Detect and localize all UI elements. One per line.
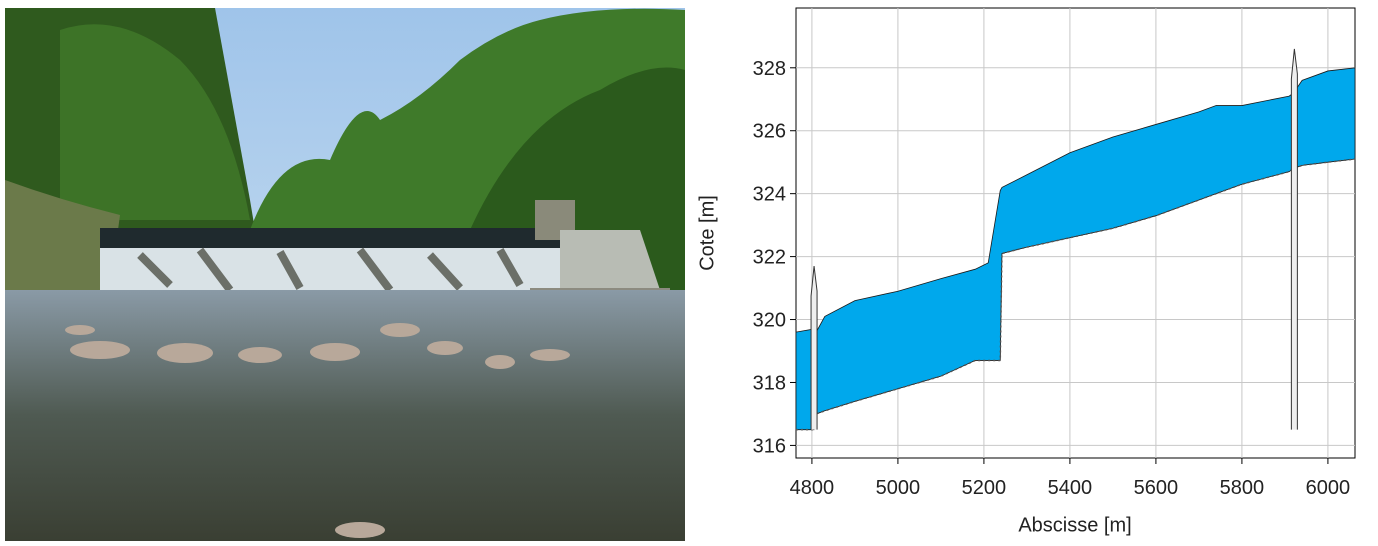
y-tick-label: 318 <box>753 372 786 394</box>
y-tick-label: 328 <box>753 58 786 80</box>
x-axis-label: Abscisse [m] <box>1018 514 1131 536</box>
x-tick-label: 6000 <box>1306 477 1351 499</box>
trees-left-light <box>60 24 250 221</box>
x-tick-label: 5600 <box>1134 477 1179 499</box>
weir-crest <box>100 228 560 248</box>
x-tick-label: 5000 <box>876 477 921 499</box>
y-tick-label: 320 <box>753 310 786 332</box>
y-tick-label: 326 <box>753 121 786 143</box>
x-tick-label: 4800 <box>790 477 835 499</box>
y-axis-label: Cote [m] <box>696 195 718 271</box>
x-tick-label: 5800 <box>1220 477 1265 499</box>
weir-rocks <box>137 247 524 293</box>
x-tick-label: 5400 <box>1048 477 1093 499</box>
y-tick-label: 316 <box>753 435 786 457</box>
y-tick-label: 322 <box>753 247 786 269</box>
weir <box>810 265 818 430</box>
x-tick-label: 5200 <box>962 477 1007 499</box>
y-tick-label: 324 <box>753 184 786 206</box>
water <box>5 290 685 541</box>
fish-pass <box>560 230 660 290</box>
stones <box>65 323 570 538</box>
chart: 4800 5000 5200 5400 5600 5800 6000 316 318 320 322… <box>753 8 1356 499</box>
photo <box>5 8 685 541</box>
bank-left <box>5 180 120 300</box>
weir <box>1290 48 1298 430</box>
